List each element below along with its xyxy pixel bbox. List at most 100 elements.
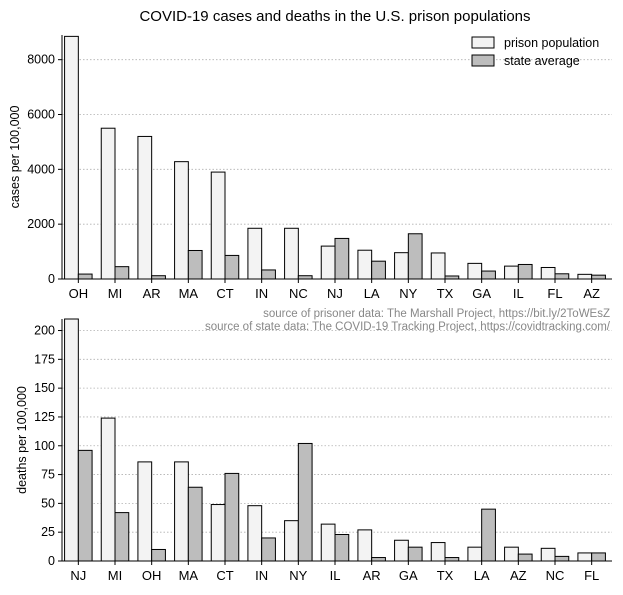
deaths-bar-prison-ct — [210, 504, 226, 562]
deaths-ytick-label: 100 — [34, 439, 55, 453]
cases-bar-prison-ar — [137, 135, 153, 280]
deaths-bar-prison-oh — [137, 461, 153, 562]
deaths-bar-state-nj — [77, 449, 93, 562]
deaths-bar-state-nc — [554, 555, 570, 562]
cases-xtick-label-nc: NC — [289, 286, 308, 301]
deaths-xtick-label-la: LA — [474, 568, 490, 583]
cases-bar-state-az — [591, 274, 606, 280]
deaths-xtick-label-mi: MI — [108, 568, 122, 583]
deaths-bar-state-il — [334, 533, 350, 562]
cases-ytick-label: 2000 — [27, 217, 55, 231]
cases-xtick-label-ga: GA — [472, 286, 491, 301]
deaths-bar-prison-la — [467, 546, 483, 562]
cases-xtick-label-ar: AR — [143, 286, 161, 301]
cases-xtick-label-il: IL — [513, 286, 524, 301]
cases-panel: 0 2000 4000 6000 8000 cases per 100,000 OH MI AR… — [8, 35, 612, 301]
cases-ytick-label: 0 — [48, 272, 55, 286]
cases-bar-prison-ma — [174, 161, 189, 280]
cases-ytick-label: 8000 — [27, 53, 55, 67]
cases-bar-state-in — [261, 269, 276, 280]
deaths-bar-prison-nj — [64, 318, 79, 562]
deaths-xtick-label-ar: AR — [363, 568, 381, 583]
deaths-bar-state-tx — [444, 557, 460, 562]
deaths-bar-state-la — [481, 508, 496, 562]
deaths-xtick-label-in: IN — [255, 568, 268, 583]
cases-bar-prison-in — [247, 227, 263, 280]
deaths-bar-state-oh — [151, 548, 166, 562]
deaths-ytick-label: 125 — [34, 410, 55, 424]
deaths-ytick-label: 200 — [34, 324, 55, 338]
cases-bar-state-ny — [407, 233, 423, 280]
deaths-bar-state-ny — [297, 442, 313, 562]
deaths-bar-state-fl — [591, 552, 606, 562]
deaths-bar-prison-tx — [430, 542, 446, 562]
deaths-bar-state-mi — [114, 512, 130, 562]
legend-label-state: state average — [504, 54, 580, 68]
deaths-ytick-label: 0 — [48, 554, 55, 568]
deaths-ylabel: deaths per 100,000 — [15, 386, 29, 494]
cases-bar-prison-az — [577, 273, 593, 280]
deaths-bar-prison-ma — [174, 461, 189, 562]
deaths-bar-prison-in — [247, 505, 263, 562]
deaths-bar-state-ct — [224, 472, 240, 562]
cases-xtick-label-oh: OH — [69, 286, 89, 301]
deaths-bar-prison-il — [320, 523, 336, 562]
cases-bar-prison-fl — [540, 266, 556, 280]
deaths-xtick-label-az: AZ — [510, 568, 527, 583]
legend-swatch-state — [471, 54, 495, 67]
deaths-ytick-label: 75 — [41, 468, 55, 482]
legend-label-prison: prison population — [504, 36, 599, 50]
cases-bar-prison-oh — [64, 35, 79, 280]
deaths-xtick-label-ga: GA — [399, 568, 418, 583]
cases-bar-prison-ny — [394, 252, 409, 280]
legend-swatch-prison — [471, 36, 495, 49]
cases-ylabel: cases per 100,000 — [8, 106, 22, 209]
deaths-bar-state-ar — [371, 557, 386, 562]
source-state-data: source of state data: The COVID-19 Track… — [205, 321, 611, 333]
cases-xtick-label-fl: FL — [547, 286, 562, 301]
deaths-bar-prison-fl — [577, 552, 593, 562]
deaths-ytick-label: 175 — [34, 352, 55, 366]
cases-bar-prison-il — [504, 265, 519, 280]
deaths-xtick-label-il: IL — [330, 568, 341, 583]
deaths-bar-state-az — [517, 553, 533, 562]
deaths-bar-prison-ny — [284, 520, 299, 562]
deaths-panel: 0 25 50 75 100 125 150 175 200 deaths per 100,000… — [15, 318, 612, 583]
cases-xtick-label-az: AZ — [583, 286, 600, 301]
cases-bar-state-ct — [224, 254, 240, 280]
cases-bar-state-ga — [481, 270, 496, 280]
deaths-bar-prison-az — [504, 546, 519, 562]
cases-bar-state-oh — [77, 273, 93, 280]
cases-xtick-label-tx: TX — [437, 286, 454, 301]
cases-bar-prison-la — [357, 249, 373, 280]
deaths-bar-prison-mi — [100, 417, 116, 562]
deaths-bar-prison-ar — [357, 529, 373, 562]
cases-bar-state-il — [517, 263, 533, 280]
deaths-ytick-label: 25 — [41, 525, 55, 539]
cases-bar-prison-tx — [430, 252, 446, 280]
cases-xtick-label-in: IN — [255, 286, 268, 301]
cases-bar-prison-ga — [467, 262, 483, 280]
cases-bar-state-mi — [114, 266, 130, 280]
deaths-xtick-label-nj: NJ — [70, 568, 86, 583]
deaths-bar-prison-ga — [394, 539, 409, 562]
legend: prison population state average — [471, 36, 599, 68]
cases-xtick-label-mi: MI — [108, 286, 122, 301]
deaths-xtick-label-ny: NY — [289, 568, 307, 583]
deaths-bar-state-ga — [407, 546, 423, 562]
deaths-xtick-label-tx: TX — [437, 568, 454, 583]
cases-bar-prison-mi — [100, 127, 116, 280]
chart-title: COVID-19 cases and deaths in the U.S. pr… — [139, 8, 530, 25]
deaths-bar-state-ma — [187, 486, 203, 562]
cases-bar-state-nj — [334, 237, 350, 280]
deaths-xtick-label-nc: NC — [546, 568, 565, 583]
cases-xtick-label-ct: CT — [216, 286, 233, 301]
source-prisoner-data: source of prisoner data: The Marshall Pr… — [263, 308, 610, 320]
deaths-xtick-label-oh: OH — [142, 568, 162, 583]
deaths-bar-state-in — [261, 537, 276, 562]
cases-xtick-label-nj: NJ — [327, 286, 343, 301]
deaths-xtick-label-ct: CT — [216, 568, 233, 583]
cases-bar-prison-nj — [320, 245, 336, 280]
